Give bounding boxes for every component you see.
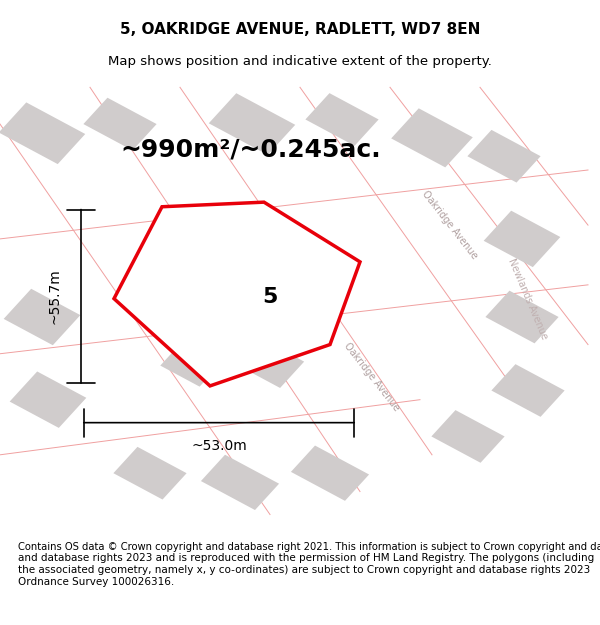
- Text: 5, OAKRIDGE AVENUE, RADLETT, WD7 8EN: 5, OAKRIDGE AVENUE, RADLETT, WD7 8EN: [120, 22, 480, 37]
- Polygon shape: [236, 338, 304, 388]
- Polygon shape: [113, 447, 187, 499]
- Text: ~53.0m: ~53.0m: [191, 439, 247, 452]
- Polygon shape: [114, 202, 360, 386]
- Polygon shape: [0, 102, 85, 164]
- Polygon shape: [491, 364, 565, 417]
- Text: Newlands Avenue: Newlands Avenue: [506, 257, 550, 341]
- Polygon shape: [201, 455, 279, 510]
- Polygon shape: [484, 211, 560, 267]
- Text: ~55.7m: ~55.7m: [47, 269, 61, 324]
- Polygon shape: [209, 93, 295, 155]
- Text: Oakridge Avenue: Oakridge Avenue: [421, 189, 479, 261]
- Polygon shape: [485, 291, 559, 343]
- Text: Contains OS data © Crown copyright and database right 2021. This information is : Contains OS data © Crown copyright and d…: [18, 542, 594, 587]
- Polygon shape: [431, 410, 505, 462]
- Text: Oakridge Avenue: Oakridge Avenue: [343, 341, 401, 412]
- Polygon shape: [160, 339, 224, 387]
- Polygon shape: [467, 130, 541, 182]
- Text: ~990m²/~0.245ac.: ~990m²/~0.245ac.: [120, 138, 380, 162]
- Polygon shape: [83, 98, 157, 151]
- Polygon shape: [4, 289, 80, 345]
- Text: Map shows position and indicative extent of the property.: Map shows position and indicative extent…: [108, 54, 492, 68]
- Polygon shape: [162, 258, 234, 312]
- Polygon shape: [291, 446, 369, 501]
- Polygon shape: [391, 108, 473, 168]
- Polygon shape: [10, 371, 86, 428]
- Text: 5: 5: [262, 287, 278, 307]
- Polygon shape: [305, 93, 379, 146]
- Text: Contains OS data © Crown copyright and database right 2021. This information is : Contains OS data © Crown copyright and d…: [18, 542, 600, 552]
